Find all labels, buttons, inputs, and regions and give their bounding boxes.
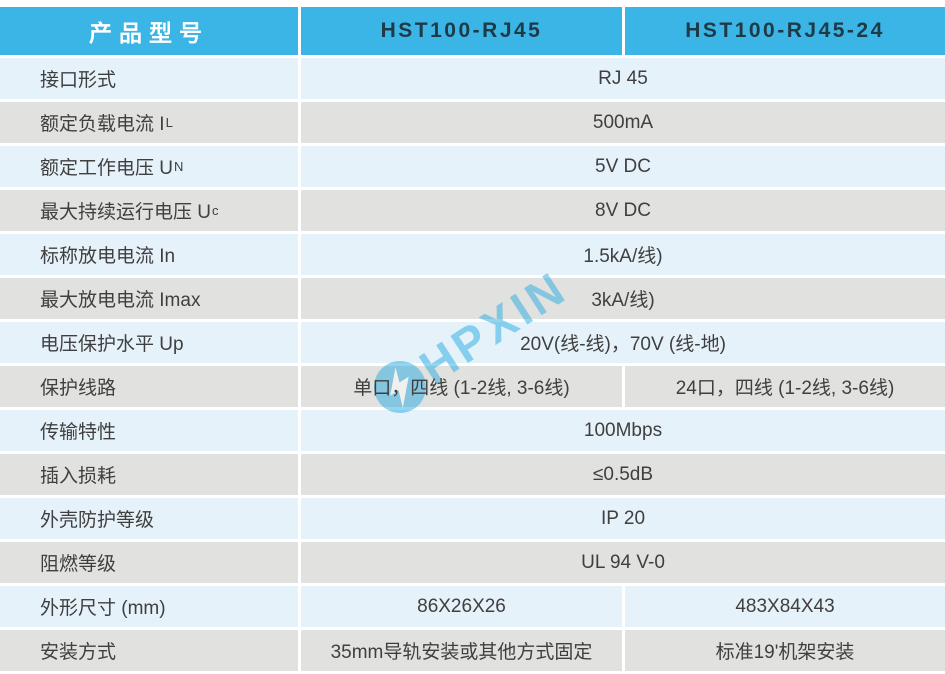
spec-value-both-models-cell: 3kA/线): [301, 278, 945, 319]
spec-label: 阻燃等级: [40, 554, 117, 575]
spec-label-cell: 标称放电电流 In: [0, 234, 298, 275]
spec-value-model-1: 35mm导轨安装或其他方式固定: [330, 642, 593, 663]
table-row: 保护线路 单口，四线 (1-2线, 3-6线) 24口，四线 (1-2线, 3-6线…: [0, 366, 945, 407]
spec-label-cell: 最大放电电流 Imax: [0, 278, 298, 319]
spec-value-both-models-cell: ≤0.5dB: [301, 454, 945, 495]
spec-value-both-models-cell: 100Mbps: [301, 410, 945, 451]
spec-label-subscript: L: [165, 115, 173, 130]
spec-label: 插入损耗: [40, 466, 117, 487]
spec-value-both-models: 8V DC: [595, 199, 651, 221]
spec-value-both-models-cell: 1.5kA/线): [301, 234, 945, 275]
spec-value-both-models: 20V(线-线)，70V (线-地): [520, 334, 726, 355]
spec-label: 额定负载电流 I: [40, 114, 165, 135]
spec-value-both-models: RJ 45: [598, 67, 648, 89]
spec-label: 安装方式: [40, 642, 117, 663]
spec-label-subscript: c: [212, 203, 219, 218]
spec-label-cell: 安装方式: [0, 630, 298, 671]
spec-value-model-1-cell: 单口，四线 (1-2线, 3-6线): [301, 366, 622, 407]
header-model-hst100-rj45-24: HST100-RJ45-24: [625, 7, 945, 55]
table-row: 电压保护水平 Up 20V(线-线)，70V (线-地): [0, 322, 945, 363]
spec-value-model-1: 单口，四线 (1-2线, 3-6线): [353, 378, 570, 399]
spec-value-both-models-cell: 500mA: [301, 102, 945, 143]
spec-label: 保护线路: [40, 378, 117, 399]
spec-value-model-1-cell: 86X26X26: [301, 586, 622, 627]
table-body: 接口形式 RJ 45 额定负载电流 I L 500mA 额定工作电压 U N 5V DC 最大持…: [0, 58, 945, 671]
header-product-model: 产品型号: [0, 7, 298, 55]
spec-value-model-2-cell: 标准19'机架安装: [625, 630, 945, 671]
header-product-model-label: 产品型号: [89, 20, 209, 46]
spec-value-both-models: 100Mbps: [583, 419, 663, 441]
table-row: 最大放电电流 Imax 3kA/线): [0, 278, 945, 319]
table-row: 标称放电电流 In 1.5kA/线): [0, 234, 945, 275]
spec-label-cell: 阻燃等级: [0, 542, 298, 583]
spec-label-cell: 保护线路: [0, 366, 298, 407]
table-row: 传输特性 100Mbps: [0, 410, 945, 451]
spec-label: 接口形式: [40, 70, 117, 91]
spec-label-cell: 外形尺寸 (mm): [0, 586, 298, 627]
spec-label: 最大持续运行电压 U: [40, 202, 212, 223]
spec-value-model-1: 86X26X26: [417, 595, 506, 617]
spec-value-both-models-cell: 20V(线-线)，70V (线-地): [301, 322, 945, 363]
spec-value-both-models-cell: UL 94 V-0: [301, 542, 945, 583]
spec-label: 额定工作电压 U: [40, 158, 174, 179]
spec-label-subscript: N: [174, 159, 184, 174]
spec-label-cell: 接口形式: [0, 58, 298, 99]
spec-value-both-models: 3kA/线): [591, 290, 655, 311]
spec-value-both-models: 5V DC: [595, 155, 651, 177]
spec-label: 电压保护水平 Up: [40, 334, 184, 355]
spec-value-model-2-cell: 483X84X43: [625, 586, 945, 627]
spec-label: 最大放电电流 Imax: [40, 290, 201, 311]
spec-value-model-2: 24口，四线 (1-2线, 3-6线): [675, 378, 895, 399]
table-row: 额定工作电压 U N 5V DC: [0, 146, 945, 187]
spec-value-both-models: UL 94 V-0: [581, 551, 665, 573]
spec-label: 标称放电电流 In: [40, 246, 176, 267]
table-header-row: 产品型号 HST100-RJ45 HST100-RJ45-24: [0, 7, 945, 55]
spec-label-cell: 电压保护水平 Up: [0, 322, 298, 363]
spec-value-model-2-cell: 24口，四线 (1-2线, 3-6线): [625, 366, 945, 407]
table-row: 接口形式 RJ 45: [0, 58, 945, 99]
spec-value-model-2: 483X84X43: [735, 595, 835, 617]
spec-value-both-models-cell: IP 20: [301, 498, 945, 539]
header-model-hst100-rj45: HST100-RJ45: [301, 7, 622, 55]
spec-label-cell: 插入损耗: [0, 454, 298, 495]
spec-value-both-models-cell: 5V DC: [301, 146, 945, 187]
spec-value-model-1-cell: 35mm导轨安装或其他方式固定: [301, 630, 622, 671]
spec-label-cell: 外壳防护等级: [0, 498, 298, 539]
spec-value-both-models: 1.5kA/线): [583, 246, 663, 267]
table-row: 额定负载电流 I L 500mA: [0, 102, 945, 143]
spec-label: 外壳防护等级: [40, 510, 155, 531]
spec-label: 外形尺寸 (mm): [40, 598, 166, 619]
spec-value-both-models-cell: 8V DC: [301, 190, 945, 231]
table-row: 插入损耗 ≤0.5dB: [0, 454, 945, 495]
spec-value-both-models-cell: RJ 45: [301, 58, 945, 99]
spec-value-model-2: 标准19'机架安装: [715, 642, 855, 663]
table-row: 外壳防护等级 IP 20: [0, 498, 945, 539]
spec-value-both-models: IP 20: [600, 507, 646, 529]
spec-label-cell: 传输特性: [0, 410, 298, 451]
spec-value-both-models: 500mA: [592, 111, 654, 133]
header-model-2-label: HST100-RJ45-24: [685, 19, 885, 42]
header-model-1-label: HST100-RJ45: [380, 19, 543, 42]
spec-value-both-models: ≤0.5dB: [592, 463, 654, 485]
spec-label: 传输特性: [40, 422, 117, 443]
table-row: 阻燃等级 UL 94 V-0: [0, 542, 945, 583]
table-row: 安装方式 35mm导轨安装或其他方式固定 标准19'机架安装: [0, 630, 945, 671]
table-row: 外形尺寸 (mm) 86X26X26 483X84X43: [0, 586, 945, 627]
